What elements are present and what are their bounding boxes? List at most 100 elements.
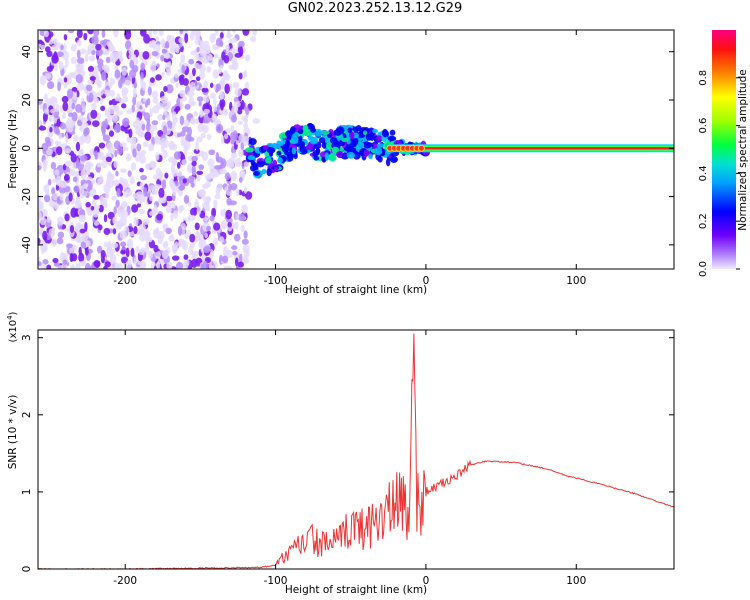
spectrogram-noise-cell — [115, 199, 120, 209]
spectrogram-noise-cell — [161, 48, 167, 54]
spectrogram-signal-cell — [336, 151, 343, 158]
spectrogram-noise-cell — [160, 38, 166, 48]
spectrogram-noise-cell — [211, 113, 218, 123]
spectrogram-signal-cell — [274, 166, 279, 172]
spectrogram-noise-cell — [92, 208, 100, 218]
spectrogram-noise-cell — [240, 170, 246, 178]
spectrogram-noise-cell — [78, 214, 86, 223]
spectrogram-noise-cell — [204, 216, 209, 222]
spectrogram-noise-cell — [69, 252, 74, 263]
spectrogram-noise-cell — [203, 80, 209, 89]
spectrogram-noise-cell — [59, 180, 68, 189]
spectrogram-noise-cell — [103, 214, 108, 223]
spectrogram-noise-cell — [209, 82, 214, 89]
spectrogram-noise-cell — [101, 198, 108, 206]
spectrogram-noise-cell — [116, 50, 123, 59]
spectrogram-noise-cell — [93, 194, 100, 200]
spectrogram-noise-cell — [216, 183, 223, 192]
spectrogram-noise-cell — [193, 110, 198, 117]
spectrogram-noise-cell — [115, 170, 119, 177]
spectrogram-noise-cell — [76, 57, 85, 65]
spectrogram-noise-cell — [140, 174, 148, 181]
snr-panel: -200 -100 0 100 0 1 2 3 Height of straight line… — [6, 311, 675, 596]
spectrogram-noise-cell — [205, 180, 212, 188]
spectrogram-noise-cell — [171, 160, 178, 166]
spectrogram-noise-cell — [48, 116, 53, 123]
spectrogram-noise-cell — [164, 172, 169, 179]
spectrogram-noise-cell — [173, 151, 182, 160]
spectrogram-noise-cell — [232, 130, 238, 141]
spectrogram-noise-cell — [148, 30, 153, 39]
spectrogram-noise-cell — [196, 175, 201, 182]
spectrogram-noise-cell — [71, 102, 76, 110]
spectrogram-noise-cell — [91, 199, 97, 207]
spectrogram-noise-cell — [231, 114, 238, 123]
spectrogram-noise-cell — [146, 165, 150, 170]
spectrogram-noise-cell — [113, 179, 120, 187]
spectrogram-noise-cell — [229, 48, 237, 54]
spectrogram-noise-cell — [188, 214, 196, 221]
spectrogram-noise-cell — [191, 160, 197, 167]
spectrogram-noise-cell — [86, 84, 93, 92]
spectrogram-noise-cell — [124, 79, 132, 86]
spectrogram-noise-cell — [79, 148, 84, 156]
spectrogram-noise-cell — [90, 205, 95, 211]
spectrogram-noise-cell — [201, 87, 209, 93]
spectrogram-noise-cell — [198, 56, 207, 62]
spectrogram-signal-cell — [256, 160, 265, 168]
spectrogram-noise-cell — [245, 107, 250, 115]
spectrogram-signal-cell — [286, 151, 292, 159]
spectrogram-noise-cell — [140, 71, 144, 82]
spectrogram-noise-cell — [196, 96, 204, 102]
spectrogram-noise-cell — [53, 125, 60, 135]
spectrogram-noise-cell — [89, 76, 96, 81]
spectrogram-noise-cell — [73, 134, 79, 142]
spectrogram-noise-cell — [68, 112, 74, 118]
spectrogram-noise-cell — [189, 118, 194, 125]
spectrogram-noise-cell — [107, 211, 115, 220]
snr-y-axis-label: SNR (10 * v/v) — [7, 395, 19, 470]
spectrogram-signal-cell — [261, 168, 267, 174]
spectrogram-noise-cell — [122, 210, 129, 219]
spectrogram-noise-cell — [127, 170, 132, 178]
spectrogram-noise-cell — [56, 51, 64, 57]
spectrogram-noise-cell — [166, 34, 171, 42]
spectrogram-noise-cell — [178, 170, 183, 177]
spectrogram-noise-cell — [78, 252, 85, 263]
spectrogram-signal-cell — [368, 153, 373, 160]
spectrogram-noise-cell — [54, 169, 60, 176]
spectrogram-signal-cell — [374, 147, 383, 156]
spectrogram-noise-cell — [38, 39, 43, 45]
spectrogram-noise-cell — [128, 53, 137, 60]
spectrogram-noise-cell — [180, 53, 186, 64]
spectrogram-noise-cell — [160, 95, 169, 104]
spectrogram-noise-cell — [212, 98, 217, 105]
colorbar-label: Normalized spectral amplitude — [737, 69, 749, 230]
spectrogram-noise-cell — [214, 165, 222, 170]
spectrogram-noise-cell — [91, 50, 96, 56]
spectrogram-signal-cell — [348, 142, 357, 148]
spectrogram-noise-cell — [80, 169, 87, 180]
spectrogram-noise-cell — [206, 133, 212, 141]
spectrogram-noise-cell — [52, 258, 59, 264]
spectrogram-noise-cell — [219, 32, 224, 39]
spectrogram-noise-cell — [105, 190, 110, 200]
spectrogram-noise-cell — [93, 30, 100, 37]
spectrogram-noise-cell — [223, 109, 228, 116]
spectrogram-noise-cell — [164, 53, 171, 60]
spectrogram-noise-cell — [124, 96, 129, 102]
x-tick-label: -100 — [264, 575, 288, 587]
spectrogram-noise-cell — [117, 205, 126, 213]
spectrogram-noise-cell — [86, 49, 92, 56]
spectrogram-noise-cell — [241, 204, 248, 214]
spectrogram-noise-cell — [148, 250, 153, 260]
spectrogram-noise-cell — [234, 87, 242, 97]
chart-title: GN02.2023.252.13.12.G29 — [287, 1, 463, 16]
spectrogram-noise-cell — [100, 249, 106, 259]
spectrogram-frame — [37, 29, 675, 270]
spectrogram-signal-cell — [321, 141, 328, 149]
spectrogram-signal-cell — [376, 143, 385, 148]
spectrogram-noise-cell — [154, 250, 161, 259]
spectrogram-noise-cell — [138, 223, 146, 233]
spectrogram-noise-cell — [189, 32, 195, 41]
